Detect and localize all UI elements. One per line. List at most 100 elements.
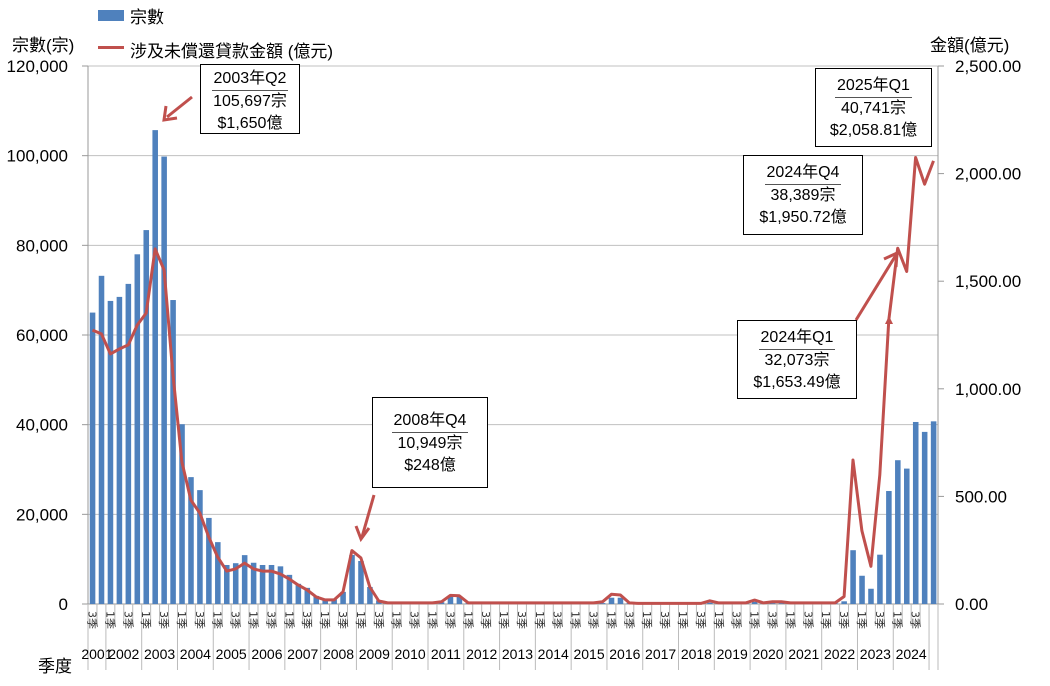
quarter-label: 1季 — [640, 611, 653, 629]
left-tick-label: 60,000 — [16, 326, 68, 345]
year-label: 2007 — [287, 646, 318, 662]
annotation-2024q1: 2024年Q1 32,073宗 $1,653.49億 — [737, 320, 857, 399]
right-tick-label: 1,000.00 — [955, 380, 1021, 399]
quarter-label: 1季 — [569, 611, 582, 629]
quarter-label: 3季 — [730, 611, 743, 629]
bar — [340, 591, 346, 604]
bar — [599, 603, 606, 604]
bar — [241, 555, 248, 604]
quarter-label: 1季 — [318, 611, 331, 629]
quarter-label: 1季 — [354, 611, 367, 629]
year-label: 2019 — [717, 646, 748, 662]
annotation-count: 32,073宗 — [764, 352, 830, 369]
annotation-2003q2: 2003年Q2 105,697宗 $1,650億 — [200, 64, 300, 134]
bar — [259, 564, 266, 604]
left-tick-label: 40,000 — [16, 416, 68, 435]
quarter-label: 3季 — [443, 611, 456, 629]
quarter-label: 3季 — [551, 611, 564, 629]
left-tick-label: 0 — [59, 595, 68, 614]
annotation-title: 2024年Q1 — [758, 327, 836, 350]
bar — [98, 275, 105, 604]
bar — [895, 460, 901, 604]
x-axis-title: 季度 — [38, 657, 72, 676]
gridlines: 0 20,000 40,000 60,000 80,000 100,000 120,000 0… — [7, 57, 1022, 614]
bar — [268, 564, 275, 604]
line-marker-triangle — [885, 316, 893, 324]
quarter-label: 1季 — [175, 611, 188, 629]
year-label: 2003 — [144, 646, 175, 662]
annotation-amount: $2,058.81億 — [829, 122, 918, 139]
year-label: 2008 — [323, 646, 354, 662]
bar — [859, 575, 865, 604]
quarter-label: 1季 — [282, 611, 295, 629]
bar — [250, 562, 257, 604]
bar — [161, 156, 167, 604]
bar — [778, 603, 785, 604]
annotation-amount: $1,653.49億 — [753, 374, 841, 391]
quarter-label: 1季 — [891, 611, 904, 629]
annotation-amount: $248億 — [404, 457, 456, 474]
year-label: 2024 — [896, 646, 927, 662]
right-axis-title: 金額(億元) — [930, 36, 1010, 55]
arrowhead-2003q2 — [162, 105, 178, 122]
bar — [197, 490, 203, 604]
year-label: 2006 — [251, 646, 282, 662]
bar — [116, 296, 123, 604]
left-tick-label: 120,000 — [7, 57, 68, 76]
right-tick-label: 1,500.00 — [955, 272, 1021, 291]
bar — [886, 491, 892, 604]
bar — [143, 230, 150, 604]
bar — [447, 596, 454, 604]
quarter-label: 3季 — [909, 611, 922, 629]
quarter-label: 1季 — [497, 611, 510, 629]
annotation-count: 40,741宗 — [841, 100, 906, 117]
year-label: 2022 — [824, 646, 855, 662]
year-label: 2002 — [108, 646, 139, 662]
arrow-2003q2 — [166, 95, 193, 119]
bar — [125, 283, 132, 604]
year-label: 2011 — [431, 646, 461, 662]
annotation-amount: $1,650億 — [217, 115, 283, 132]
quarter-label: 3季 — [622, 611, 635, 629]
annotation-2025q1: 2025年Q1 40,741宗 $2,058.81億 — [815, 68, 932, 147]
right-tick-label: 500.00 — [955, 487, 1007, 506]
bar — [358, 560, 364, 604]
quarter-label: 1季 — [604, 611, 617, 629]
bar — [877, 554, 883, 604]
x-axis: 3季 1季 3季 1季 3季 1季 3季 1季 3季 1季 3季 1季 3季 1季 3季 1季 3季 1季 3季 1季… — [81, 604, 939, 670]
annotation-2008q4: 2008年Q4 10,949宗 $248億 — [372, 397, 488, 488]
bar — [304, 587, 311, 604]
year-label: 2004 — [180, 646, 211, 662]
arrow-2024q1 — [854, 254, 898, 321]
bar — [170, 300, 176, 604]
year-label: 2020 — [752, 646, 783, 662]
year-label: 2010 — [395, 646, 426, 662]
arrow-2008q4 — [360, 494, 376, 538]
year-label: 2014 — [538, 646, 569, 662]
quarter-label: 3季 — [694, 611, 707, 629]
quarter-label: 1季 — [712, 611, 725, 629]
bar — [134, 254, 141, 605]
legend-line-swatch — [98, 46, 124, 49]
bar — [751, 601, 758, 604]
quarter-label: 3季 — [264, 611, 277, 629]
right-tick-label: 2,500.00 — [955, 57, 1021, 76]
year-label: 2013 — [502, 646, 533, 662]
bar — [322, 599, 328, 604]
bar — [215, 542, 221, 604]
left-axis-title: 宗數(宗) — [12, 36, 75, 55]
bar — [617, 597, 624, 604]
year-label: 2012 — [466, 646, 497, 662]
line-series — [91, 156, 935, 605]
annotation-2024q4: 2024年Q4 38,389宗 $1,950.72億 — [743, 155, 863, 235]
bar — [349, 554, 355, 604]
year-label: 2016 — [609, 646, 640, 662]
bar — [277, 566, 284, 604]
bar — [769, 603, 776, 604]
year-label: 2001 — [81, 646, 112, 662]
bar — [188, 477, 194, 604]
year-label: 2009 — [359, 646, 390, 662]
quarter-label: 3季 — [372, 611, 385, 629]
quarter-label: 3季 — [336, 611, 349, 629]
